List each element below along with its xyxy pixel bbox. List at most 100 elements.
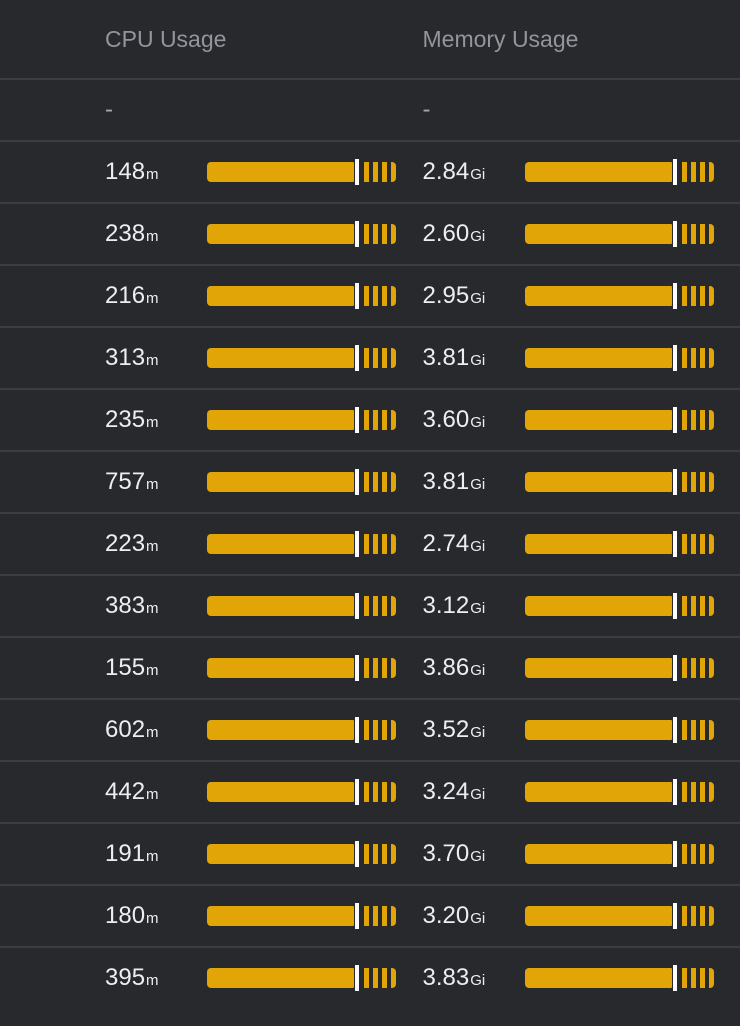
cpu-usage-bar <box>207 965 396 991</box>
memory-usage-cell: 3.12Gi <box>423 592 740 620</box>
bar-fill <box>524 844 672 864</box>
cpu-usage-unit: m <box>146 476 159 493</box>
memory-usage-value: 3.81Gi <box>423 344 525 372</box>
table-row[interactable]: 395m 3.83Gi <box>0 946 740 1008</box>
cpu-usage-cell: 155m <box>105 654 423 682</box>
memory-usage-number: 3.20 <box>422 902 470 929</box>
table-row[interactable]: 383m 3.12Gi <box>0 574 740 636</box>
cpu-usage-number: 216 <box>105 282 146 309</box>
memory-usage-unit: Gi <box>470 538 486 555</box>
bar-overflow-stripes <box>681 906 714 926</box>
memory-usage-value: 2.95Gi <box>423 282 525 310</box>
table-row[interactable]: 191m 3.70Gi <box>0 822 740 884</box>
bar-limit-marker <box>355 283 360 309</box>
cpu-usage-cell: 602m <box>105 716 423 744</box>
memory-usage-number: 3.83 <box>422 964 470 991</box>
cpu-usage-value: 602m <box>105 716 207 744</box>
table-row[interactable]: 238m 2.60Gi <box>0 202 740 264</box>
memory-usage-number: 3.70 <box>422 840 470 867</box>
cpu-usage-bar <box>207 593 396 619</box>
table-row[interactable]: 155m 3.86Gi <box>0 636 740 698</box>
bar-overflow-stripes <box>364 348 396 368</box>
bar-overflow-stripes <box>364 162 396 182</box>
memory-usage-value: 2.60Gi <box>423 220 525 248</box>
bar-limit-marker <box>672 717 677 743</box>
cpu-usage-unit: m <box>146 972 159 989</box>
cpu-usage-cell: 223m <box>105 530 423 558</box>
table-row[interactable]: 313m 3.81Gi <box>0 326 740 388</box>
bar-limit-marker <box>355 779 360 805</box>
table-row[interactable]: 148m 2.84Gi <box>0 140 740 202</box>
memory-usage-number: 3.52 <box>422 716 470 743</box>
bar-limit-marker <box>355 593 360 619</box>
cpu-usage-unit: m <box>146 290 159 307</box>
bar-fill <box>207 286 355 306</box>
column-header-cpu-usage[interactable]: CPU Usage <box>105 25 227 52</box>
cpu-usage-unit: m <box>146 848 159 865</box>
memory-usage-value: 3.52Gi <box>423 716 525 744</box>
memory-usage-number: 2.95 <box>422 282 470 309</box>
bar-overflow-stripes <box>364 720 396 740</box>
memory-usage-cell: 3.60Gi <box>423 406 740 434</box>
bar-fill <box>207 348 355 368</box>
memory-usage-number: 2.84 <box>422 158 470 185</box>
bar-limit-marker <box>355 159 360 185</box>
cpu-usage-cell: 180m <box>105 902 423 930</box>
memory-usage-cell: 3.81Gi <box>423 344 740 372</box>
table-row[interactable]: 602m 3.52Gi <box>0 698 740 760</box>
memory-usage-bar <box>524 841 714 867</box>
memory-usage-unit: Gi <box>470 786 486 803</box>
memory-usage-cell: 2.60Gi <box>423 220 740 248</box>
cpu-usage-value: 757m <box>105 468 207 496</box>
memory-usage-value: 2.84Gi <box>423 158 525 186</box>
cpu-usage-value: 216m <box>105 282 207 310</box>
memory-usage-unit: Gi <box>470 166 486 183</box>
cpu-usage-value: 155m <box>105 654 207 682</box>
bar-fill <box>207 844 355 864</box>
bar-fill <box>207 162 355 182</box>
memory-usage-unit: Gi <box>470 352 486 369</box>
bar-limit-marker <box>355 965 360 991</box>
cpu-usage-number: 442 <box>105 778 146 805</box>
memory-usage-value: 3.81Gi <box>423 468 525 496</box>
memory-usage-bar <box>524 283 714 309</box>
bar-fill <box>524 906 672 926</box>
bar-limit-marker <box>672 407 677 433</box>
table-row[interactable]: 223m 2.74Gi <box>0 512 740 574</box>
bar-limit-marker <box>355 903 360 929</box>
bar-overflow-stripes <box>364 906 396 926</box>
cpu-usage-bar <box>207 779 396 805</box>
bar-overflow-stripes <box>681 224 714 244</box>
bar-limit-marker <box>672 779 677 805</box>
cpu-usage-bar <box>207 221 396 247</box>
bar-overflow-stripes <box>681 534 714 554</box>
memory-usage-cell: - <box>423 96 740 124</box>
table-row[interactable]: 216m 2.95Gi <box>0 264 740 326</box>
memory-usage-bar <box>524 159 714 185</box>
bar-overflow-stripes <box>681 596 714 616</box>
bar-limit-marker <box>672 531 677 557</box>
cpu-usage-value: 235m <box>105 406 207 434</box>
table-row[interactable]: 757m 3.81Gi <box>0 450 740 512</box>
cpu-usage-value: 180m <box>105 902 207 930</box>
cpu-usage-cell: 395m <box>105 964 423 992</box>
table-row[interactable]: 235m 3.60Gi <box>0 388 740 450</box>
memory-usage-number: 2.74 <box>422 530 470 557</box>
table-row-placeholder[interactable]: - - <box>0 78 740 140</box>
bar-overflow-stripes <box>364 658 396 678</box>
table-bottom-spacer <box>0 1008 740 1026</box>
column-header-memory-usage[interactable]: Memory Usage <box>422 25 579 52</box>
memory-usage-number: 3.60 <box>422 406 470 433</box>
memory-usage-unit: Gi <box>470 290 486 307</box>
bar-overflow-stripes <box>681 286 714 306</box>
cpu-usage-value: 442m <box>105 778 207 806</box>
memory-usage-bar <box>524 965 714 991</box>
table-row[interactable]: 442m 3.24Gi <box>0 760 740 822</box>
bar-overflow-stripes <box>681 844 714 864</box>
memory-usage-unit: Gi <box>470 910 486 927</box>
table-row[interactable]: 180m 3.20Gi <box>0 884 740 946</box>
bar-fill <box>207 596 355 616</box>
cpu-usage-unit: m <box>146 538 159 555</box>
bar-limit-marker <box>672 345 677 371</box>
memory-usage-value: 3.70Gi <box>423 840 525 868</box>
